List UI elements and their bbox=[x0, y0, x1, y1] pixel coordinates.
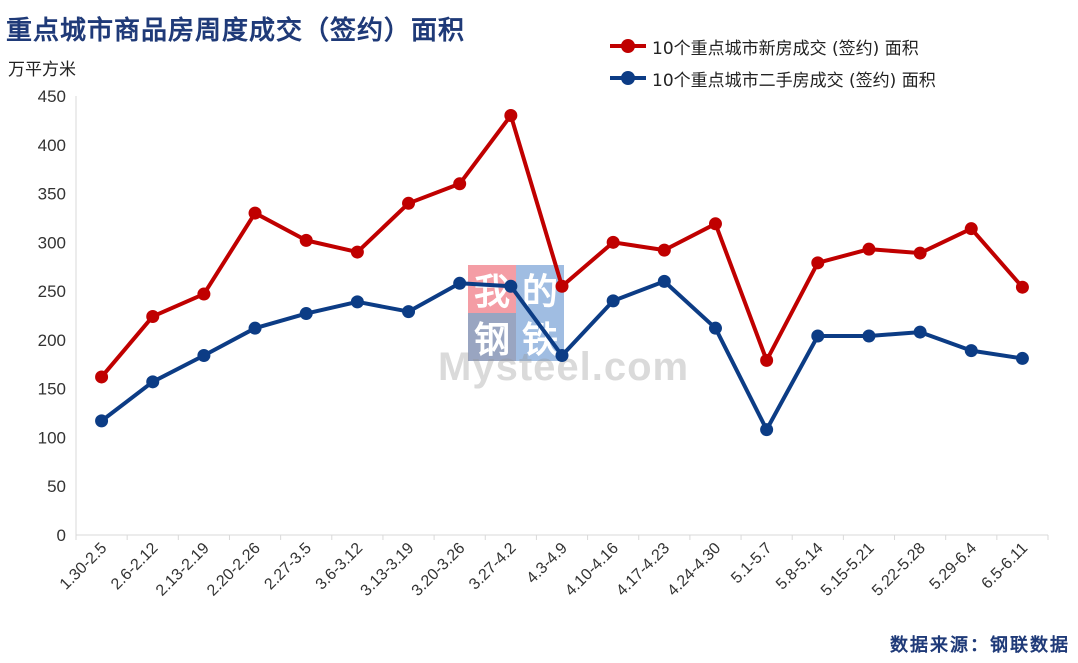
source-note: 数据来源：钢联数据 bbox=[890, 635, 1070, 656]
y-tick-label: 400 bbox=[38, 136, 66, 155]
data-point-1 bbox=[350, 295, 364, 309]
data-point-1 bbox=[760, 423, 774, 437]
x-tick-label: 3.20-3.26 bbox=[409, 540, 469, 600]
data-point-1 bbox=[606, 294, 620, 308]
y-tick-label: 250 bbox=[38, 282, 66, 301]
y-tick-label: 50 bbox=[47, 477, 66, 496]
x-tick-label: 2.20-2.26 bbox=[204, 540, 264, 600]
y-tick-label: 0 bbox=[57, 526, 66, 545]
x-tick-label: 5.1-5.7 bbox=[728, 540, 775, 587]
data-point-1 bbox=[1015, 351, 1029, 365]
legend-label-new: 10个重点城市新房成交 (签约) 面积 bbox=[652, 38, 919, 59]
data-point-1 bbox=[708, 321, 722, 335]
watermark-logo: 我 的 钢 铁 bbox=[468, 265, 564, 361]
x-tick-label: 2.13-2.19 bbox=[153, 540, 213, 600]
legend-item-new: 10个重点城市新房成交 (签约) 面积 bbox=[610, 30, 936, 62]
y-unit-label: 万平方米 bbox=[8, 60, 76, 80]
data-point-0 bbox=[146, 309, 160, 323]
data-point-0 bbox=[350, 245, 364, 259]
data-point-0 bbox=[402, 196, 416, 210]
x-tick-label: 4.3-4.9 bbox=[524, 540, 571, 587]
x-tick-label: 1.30-2.5 bbox=[57, 540, 111, 594]
data-point-1 bbox=[657, 274, 671, 288]
y-tick-label: 300 bbox=[38, 233, 66, 252]
data-point-1 bbox=[504, 279, 518, 293]
y-tick-label: 200 bbox=[38, 331, 66, 350]
x-tick-label: 4.17-4.23 bbox=[613, 540, 673, 600]
data-point-1 bbox=[964, 344, 978, 358]
x-tick-label: 6.5-6.11 bbox=[979, 540, 1032, 593]
data-point-0 bbox=[197, 287, 211, 301]
legend-item-second: 10个重点城市二手房成交 (签约) 面积 bbox=[610, 62, 936, 94]
data-point-0 bbox=[606, 235, 620, 249]
legend-marker-new bbox=[610, 39, 646, 53]
x-tick-label: 2.27-3.5 bbox=[261, 540, 315, 594]
data-point-0 bbox=[504, 109, 518, 123]
data-point-1 bbox=[248, 321, 262, 335]
data-point-1 bbox=[146, 375, 160, 389]
data-point-0 bbox=[95, 370, 109, 384]
x-tick-label: 4.24-4.30 bbox=[664, 540, 724, 600]
x-tick-label: 5.29-6.4 bbox=[927, 540, 981, 594]
data-point-1 bbox=[402, 305, 416, 319]
data-point-1 bbox=[555, 348, 569, 362]
legend: 10个重点城市新房成交 (签约) 面积 10个重点城市二手房成交 (签约) 面积 bbox=[610, 30, 936, 94]
data-point-0 bbox=[760, 353, 774, 367]
y-tick-label: 150 bbox=[38, 380, 66, 399]
x-tick-label: 3.13-3.19 bbox=[358, 540, 418, 600]
data-point-0 bbox=[913, 246, 927, 260]
data-point-0 bbox=[657, 243, 671, 257]
x-tick-label: 5.8-5.14 bbox=[773, 540, 827, 594]
x-tick-label: 5.22-5.28 bbox=[869, 540, 929, 600]
y-tick-label: 350 bbox=[38, 185, 66, 204]
x-tick-label: 5.15-5.21 bbox=[818, 540, 878, 600]
legend-marker-second bbox=[610, 71, 646, 85]
data-point-1 bbox=[299, 307, 313, 321]
data-point-1 bbox=[95, 414, 109, 428]
data-point-0 bbox=[1015, 280, 1029, 294]
data-point-1 bbox=[453, 276, 467, 290]
data-point-0 bbox=[248, 206, 262, 220]
chart-title: 重点城市商品房周度成交（签约）面积 bbox=[6, 16, 466, 46]
data-point-1 bbox=[862, 329, 876, 343]
data-point-0 bbox=[862, 242, 876, 256]
legend-label-second: 10个重点城市二手房成交 (签约) 面积 bbox=[652, 70, 936, 91]
data-point-1 bbox=[913, 325, 927, 339]
data-point-0 bbox=[964, 222, 978, 236]
x-tick-label: 3.27-4.2 bbox=[466, 540, 520, 594]
data-point-0 bbox=[708, 217, 722, 231]
x-tick-label: 4.10-4.16 bbox=[562, 540, 622, 600]
x-tick-label: 3.6-3.12 bbox=[313, 540, 367, 594]
y-tick-label: 450 bbox=[38, 87, 66, 106]
y-tick-label: 100 bbox=[38, 428, 66, 447]
data-point-0 bbox=[811, 256, 825, 270]
data-point-1 bbox=[197, 348, 211, 362]
data-point-0 bbox=[453, 177, 467, 191]
data-point-0 bbox=[555, 279, 569, 293]
x-tick-label: 2.6-2.12 bbox=[108, 540, 162, 594]
data-point-0 bbox=[299, 233, 313, 247]
data-point-1 bbox=[811, 329, 825, 343]
